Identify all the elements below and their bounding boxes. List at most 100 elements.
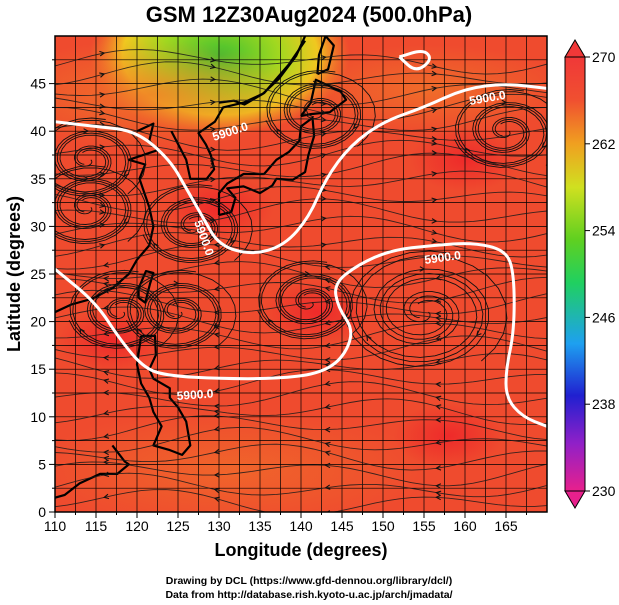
vortex-spiral-6 (455, 89, 547, 166)
vortex-spiral-1 (127, 269, 220, 347)
streamline-arrow (324, 426, 331, 433)
vortex-spiral-3 (55, 167, 147, 242)
vortex-spiral-1 (126, 282, 222, 349)
streamline-arrow (213, 365, 220, 371)
streamline-arrow (123, 218, 130, 225)
streamline-arrow (103, 471, 110, 478)
contour-5900-line-0 (55, 83, 547, 255)
warm-core-4 (393, 403, 504, 468)
map-plot-area (55, 36, 547, 512)
streamline-arrow (276, 127, 282, 135)
streamline-arrow (320, 172, 327, 178)
credit-data-source: Data from http://database.rish.kyoto-u.a… (165, 589, 452, 601)
streamline-8 (55, 369, 547, 396)
streamline-arrow (83, 128, 90, 134)
vortex-spiral-0 (355, 255, 508, 362)
streamline-arrow (210, 99, 217, 106)
streamline-arrow (103, 378, 110, 384)
vortex-spiral-4 (143, 184, 236, 261)
vortex-spiral-3 (55, 165, 129, 242)
streamline-arrow (320, 100, 327, 107)
streamline-arrow (102, 389, 109, 396)
streamline-arrow (320, 242, 327, 248)
streamline-arrow (213, 413, 220, 419)
streamline-arrow (103, 355, 110, 361)
contour-5900-line-2 (398, 50, 431, 71)
streamline-22 (55, 152, 547, 178)
streamline-arrow (312, 80, 319, 87)
streamline-arrow (476, 330, 482, 337)
streamline-arrow (213, 332, 220, 338)
streamline-arrow (213, 242, 220, 248)
streamline-arrow (304, 271, 311, 277)
streamline-arrow (213, 409, 220, 415)
streamline-arrow (173, 280, 180, 287)
streamline-arrow (229, 237, 236, 244)
streamline-arrow (324, 264, 331, 270)
credit-dcl: Drawing by DCL (https://www.gfd-dennou.o… (166, 575, 452, 587)
streamline-arrow (435, 417, 442, 423)
streamline-27 (55, 78, 547, 106)
streamline-arrow (435, 439, 442, 446)
vortex-spiral-6 (457, 91, 547, 166)
streamline-arrow (156, 323, 162, 330)
x-tick-label-140: 140 (289, 518, 313, 534)
streamline-arrow (99, 72, 106, 78)
streamline-arrow (419, 266, 426, 272)
streamline-arrow (210, 146, 217, 153)
y-tick-label-30: 30 (30, 218, 46, 234)
streamline-29 (55, 49, 547, 75)
vortex-spiral-4 (142, 197, 238, 264)
y-tick-label-15: 15 (30, 361, 46, 377)
streamline-10 (55, 335, 547, 361)
streamline-arrow (99, 171, 106, 178)
streamline-arrow (435, 494, 442, 501)
streamline-3 (55, 443, 547, 471)
streamline-arrow (435, 490, 442, 497)
streamline-arrow (213, 388, 220, 394)
streamline-arrow (99, 222, 106, 228)
streamline-arrow (431, 238, 438, 244)
streamline-arrow (102, 449, 109, 456)
streamline-arrow (324, 462, 331, 469)
streamline-arrow (83, 175, 90, 182)
streamline-6 (55, 398, 547, 426)
vortex-spiral-5 (258, 260, 351, 338)
streamline-arrow (268, 318, 274, 325)
streamline-12 (55, 306, 547, 334)
streamline-arrow (431, 85, 438, 92)
streamline-arrow (99, 50, 106, 57)
streamline-arrow (435, 381, 442, 388)
streamline-arrow (213, 323, 220, 330)
streamline-arrow (324, 450, 331, 456)
streamline-arrow (102, 459, 109, 465)
contour-5900-line-1 (55, 242, 547, 428)
streamline-2 (55, 461, 547, 487)
streamline-23 (55, 139, 547, 167)
streamline-arrow (324, 380, 331, 387)
streamline-arrow (435, 404, 442, 410)
wind-streamlines (55, 49, 547, 512)
streamline-arrow (210, 163, 217, 169)
streamline-arrow (210, 57, 217, 63)
coastline-segment-6 (55, 444, 130, 499)
streamline-arrow (431, 107, 438, 114)
contour-label-northeast: 5900.0 (468, 88, 507, 108)
streamline-24 (55, 124, 547, 151)
colorbar-gradient (564, 56, 586, 492)
vortex-spiral-5 (260, 262, 368, 338)
colorbar: 270 262 254 246 238 230 (564, 39, 616, 509)
vortex-spiral-1 (129, 272, 237, 347)
streamline-arrow (123, 170, 130, 177)
streamline-13 (55, 289, 547, 315)
streamline-11 (55, 322, 547, 350)
vortex-spiral-7 (68, 282, 165, 349)
streamline-arrow (541, 142, 547, 149)
streamline-arrow (213, 496, 220, 502)
vortex-spiral-2 (55, 117, 129, 195)
streamline-arrow (435, 395, 442, 402)
x-tick-label-145: 145 (330, 518, 354, 534)
streamline-arrow (320, 152, 327, 159)
streamline-21 (55, 170, 547, 197)
